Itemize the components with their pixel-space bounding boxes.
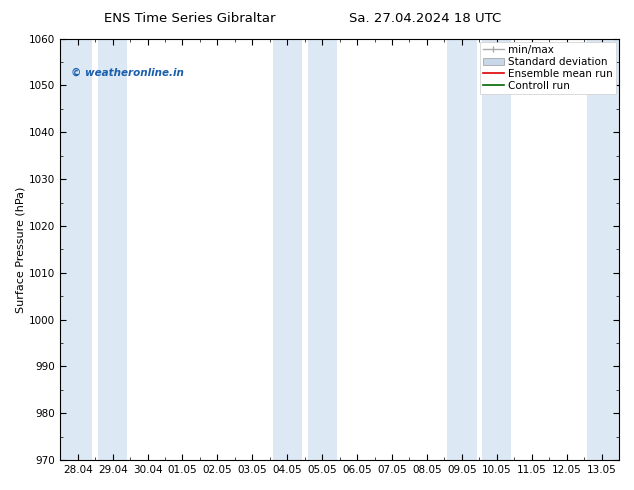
Text: © weatheronline.in: © weatheronline.in bbox=[72, 68, 184, 78]
Bar bbox=[447, 39, 477, 460]
Bar bbox=[273, 39, 302, 460]
Bar bbox=[482, 39, 512, 460]
Bar bbox=[587, 39, 619, 460]
Y-axis label: Surface Pressure (hPa): Surface Pressure (hPa) bbox=[15, 186, 25, 313]
Bar bbox=[60, 39, 93, 460]
Bar bbox=[98, 39, 127, 460]
Bar bbox=[307, 39, 337, 460]
Legend: min/max, Standard deviation, Ensemble mean run, Controll run: min/max, Standard deviation, Ensemble me… bbox=[480, 42, 616, 94]
Text: ENS Time Series Gibraltar: ENS Time Series Gibraltar bbox=[105, 12, 276, 25]
Text: Sa. 27.04.2024 18 UTC: Sa. 27.04.2024 18 UTC bbox=[349, 12, 501, 25]
